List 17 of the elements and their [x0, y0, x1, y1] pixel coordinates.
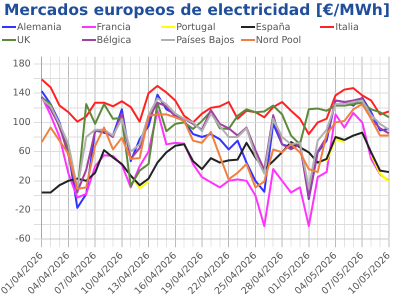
legend-label: Portugal — [176, 22, 216, 33]
legend-label: Alemania — [17, 22, 62, 33]
y-tick-label: 180 — [12, 58, 31, 70]
legend-label: España — [256, 22, 290, 33]
legend-label: Países Bajos — [176, 35, 234, 46]
y-tick-label: -60 — [15, 234, 31, 245]
y-tick-label: 60 — [18, 146, 31, 158]
y-tick-label: 140 — [12, 88, 31, 99]
legend-label: Bélgica — [96, 35, 132, 46]
chart-title: Mercados europeos de electricidad [€/MWh] — [4, 1, 390, 19]
y-tick-label: 100 — [12, 116, 31, 128]
legend-label: Francia — [96, 22, 131, 33]
y-tick-label: -20 — [15, 204, 31, 216]
legend-label: Nord Pool — [256, 35, 302, 46]
legend-label: Italia — [335, 22, 359, 33]
legend-label: UK — [17, 35, 30, 46]
y-tick-label: 20 — [18, 175, 31, 186]
